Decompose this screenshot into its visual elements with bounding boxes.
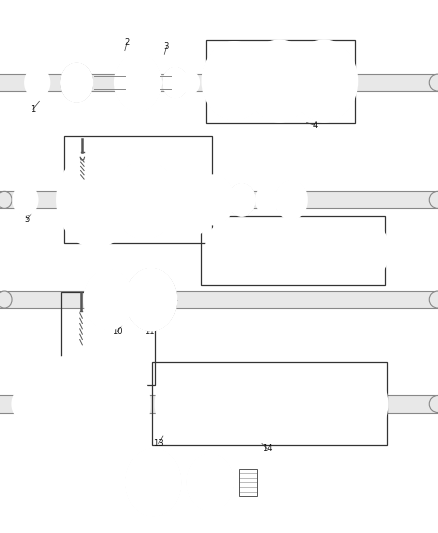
- Text: 15: 15: [18, 407, 28, 416]
- Text: 2: 2: [124, 38, 130, 47]
- Circle shape: [228, 183, 256, 217]
- Bar: [0, 191, 438, 208]
- Circle shape: [275, 180, 308, 220]
- Circle shape: [155, 161, 218, 238]
- Text: 4: 4: [313, 121, 318, 130]
- Circle shape: [205, 220, 255, 281]
- Text: 6: 6: [192, 225, 198, 233]
- Circle shape: [11, 387, 39, 421]
- Bar: [61, 292, 155, 385]
- Bar: [64, 136, 212, 243]
- Ellipse shape: [429, 395, 438, 413]
- Circle shape: [162, 67, 188, 99]
- Circle shape: [272, 220, 322, 281]
- Ellipse shape: [429, 74, 438, 91]
- Bar: [0, 395, 438, 413]
- Circle shape: [290, 39, 358, 123]
- Text: 1: 1: [30, 105, 35, 114]
- Circle shape: [193, 174, 235, 225]
- Bar: [0, 291, 438, 308]
- Circle shape: [305, 220, 356, 281]
- Text: 7: 7: [221, 229, 226, 238]
- Circle shape: [56, 152, 135, 248]
- Circle shape: [261, 369, 318, 439]
- Circle shape: [201, 41, 267, 121]
- Circle shape: [255, 185, 279, 215]
- Ellipse shape: [0, 291, 12, 308]
- Text: 12: 12: [354, 253, 364, 261]
- Circle shape: [25, 356, 104, 452]
- Circle shape: [24, 67, 50, 99]
- Circle shape: [339, 220, 390, 281]
- Bar: [206, 40, 355, 123]
- Circle shape: [112, 160, 177, 240]
- Circle shape: [225, 369, 282, 439]
- Circle shape: [125, 448, 182, 517]
- Bar: [239, 469, 257, 496]
- Circle shape: [186, 453, 234, 512]
- Circle shape: [190, 369, 247, 439]
- Circle shape: [12, 184, 39, 216]
- Text: 12: 12: [111, 434, 121, 442]
- Circle shape: [237, 220, 288, 281]
- Circle shape: [245, 39, 314, 123]
- Text: 8: 8: [246, 230, 251, 239]
- Circle shape: [297, 369, 353, 439]
- Bar: [152, 362, 387, 445]
- Text: 9: 9: [276, 233, 281, 241]
- Ellipse shape: [0, 191, 12, 208]
- Circle shape: [79, 360, 151, 448]
- Bar: [0, 74, 438, 91]
- Text: 3: 3: [164, 43, 169, 51]
- Text: 10: 10: [112, 327, 123, 336]
- Ellipse shape: [429, 291, 438, 308]
- Text: 14: 14: [262, 445, 272, 453]
- Text: 11: 11: [144, 327, 154, 336]
- Circle shape: [114, 53, 162, 112]
- Circle shape: [155, 369, 212, 439]
- Text: 13: 13: [153, 439, 164, 448]
- Text: 4: 4: [127, 178, 132, 187]
- Text: 5: 5: [25, 215, 30, 224]
- Circle shape: [125, 268, 177, 332]
- Ellipse shape: [429, 191, 438, 208]
- Circle shape: [181, 71, 200, 94]
- Bar: [201, 216, 385, 285]
- Circle shape: [60, 62, 93, 103]
- Circle shape: [332, 369, 389, 439]
- Circle shape: [83, 269, 134, 330]
